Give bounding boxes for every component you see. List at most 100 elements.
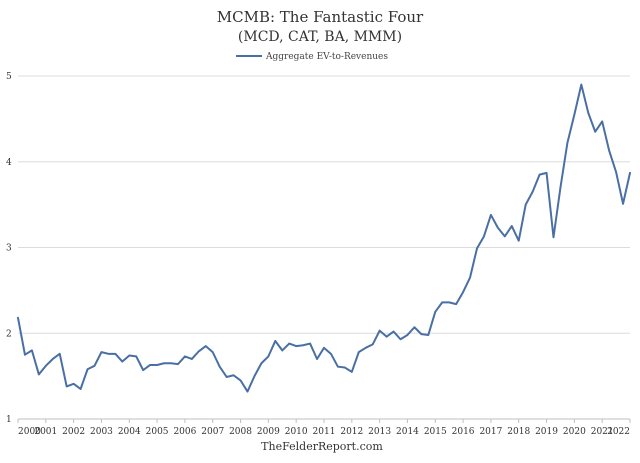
x-tick-label: 2018: [507, 427, 530, 437]
data-point: [594, 130, 597, 133]
x-tick-label: 2004: [118, 427, 141, 437]
x-tick-label: 2005: [146, 427, 169, 437]
data-point: [316, 358, 318, 360]
data-point: [413, 326, 416, 329]
data-point: [225, 376, 228, 378]
data-point: [58, 353, 61, 355]
data-point: [31, 349, 33, 352]
data-point: [24, 353, 26, 356]
x-tick-label: 2015: [424, 427, 447, 437]
data-point: [79, 388, 82, 390]
data-point: [121, 360, 124, 363]
x-tick-label: 2016: [452, 427, 475, 437]
data-point: [86, 368, 89, 371]
data-point: [608, 149, 610, 152]
data-point: [142, 369, 144, 371]
data-point: [476, 247, 478, 250]
data-point: [601, 120, 603, 123]
data-point: [587, 112, 590, 114]
data-point: [392, 330, 395, 333]
data-point: [510, 225, 513, 227]
x-tick-label: 2007: [201, 427, 224, 437]
series-layer: [17, 83, 631, 393]
data-point: [177, 363, 179, 365]
data-point: [483, 235, 485, 238]
data-point: [622, 202, 624, 205]
data-point: [385, 335, 388, 338]
y-tick-label: 4: [6, 158, 12, 168]
data-point: [253, 375, 256, 377]
data-point: [615, 171, 617, 173]
x-tick-label: 2017: [479, 427, 502, 437]
x-tick-label: 2020: [563, 427, 586, 437]
data-point: [38, 373, 40, 376]
data-point: [364, 347, 367, 349]
data-point: [239, 379, 242, 382]
data-point: [427, 334, 430, 336]
data-point: [629, 172, 631, 174]
data-point: [128, 354, 131, 357]
data-point: [93, 365, 96, 367]
x-tick-label: 2003: [90, 427, 113, 437]
chart-footer: TheFelderReport.com: [261, 440, 383, 453]
data-point: [72, 383, 75, 385]
x-tick-label: 2002: [62, 427, 85, 437]
data-point: [378, 329, 381, 332]
data-point: [156, 364, 158, 366]
legend-label: Aggregate EV-to-Revenues: [265, 52, 388, 62]
data-point: [580, 83, 583, 86]
data-point: [448, 301, 450, 304]
grid: [18, 75, 630, 334]
chart-subtitle: (MCD, CAT, BA, MMM): [238, 29, 402, 45]
data-point: [490, 214, 492, 216]
data-point: [462, 291, 464, 293]
legend: Aggregate EV-to-Revenues: [236, 52, 388, 62]
data-point: [399, 338, 402, 341]
data-point: [552, 236, 555, 239]
x-tick-label: 2013: [368, 427, 391, 437]
data-point: [357, 351, 360, 353]
data-point: [371, 343, 374, 346]
x-tick-label: 2001: [34, 427, 57, 437]
data-point: [65, 385, 68, 388]
series-line: [17, 83, 631, 393]
data-point: [232, 374, 235, 377]
data-point: [45, 365, 47, 367]
data-point: [441, 301, 444, 304]
chart-title: MCMB: The Fantastic Four: [217, 8, 424, 26]
data-point: [538, 173, 541, 176]
data-point: [274, 340, 277, 342]
x-tick-label: 2000: [18, 427, 41, 437]
data-point: [469, 276, 471, 279]
data-point: [191, 358, 193, 360]
data-point: [344, 366, 346, 369]
x-tick-label: 2010: [285, 427, 308, 437]
data-point: [17, 317, 19, 319]
y-tick-label: 2: [6, 329, 12, 339]
data-point: [170, 362, 172, 365]
y-tick-label: 1: [6, 415, 12, 425]
data-point: [420, 333, 423, 335]
data-point: [504, 235, 506, 238]
data-point: [100, 351, 103, 353]
data-point: [246, 390, 249, 393]
x-tick-label: 2012: [340, 427, 363, 437]
data-point: [545, 172, 548, 174]
data-point: [455, 303, 457, 305]
data-point: [323, 347, 325, 349]
data-point: [107, 353, 110, 355]
data-point: [267, 355, 270, 358]
x-tick-label: 2006: [173, 427, 196, 437]
data-point: [281, 349, 284, 352]
data-point: [184, 355, 186, 358]
data-point: [330, 353, 332, 355]
x-tick-label: 2011: [313, 427, 336, 437]
data-point: [260, 362, 263, 365]
data-point: [135, 355, 138, 358]
x-tick-label: 2022: [607, 427, 630, 437]
x-tick-label: 2009: [257, 427, 280, 437]
data-point: [204, 345, 207, 347]
x-tick-label: 2021: [591, 427, 614, 437]
